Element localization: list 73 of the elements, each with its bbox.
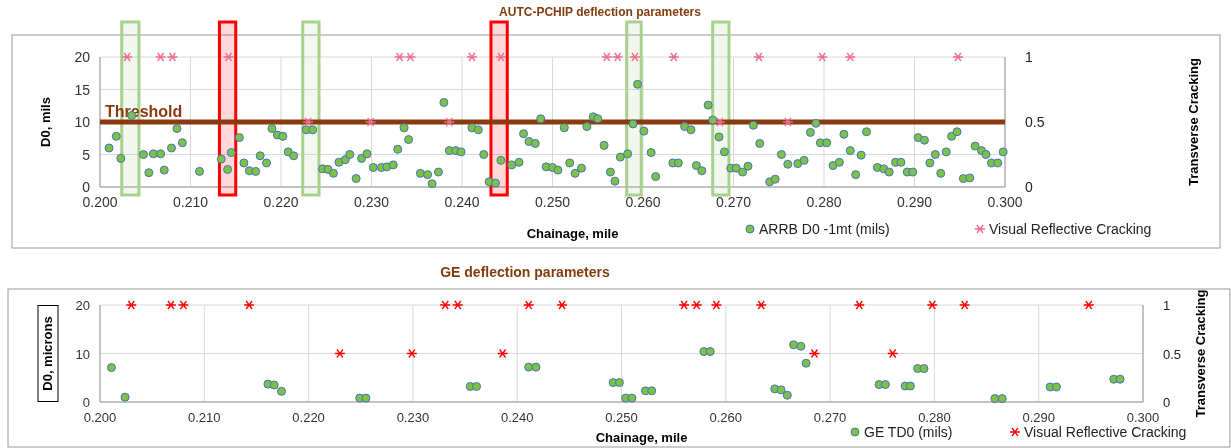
legend-label: GE TD0 (mils) (864, 424, 953, 440)
y-tick-label: 15 (74, 81, 91, 98)
x-tick-label: 0.260 (709, 410, 743, 425)
y-tick-label: 10 (75, 346, 90, 362)
legend-label: Visual Reflective Cracking (1024, 424, 1187, 440)
point (880, 380, 890, 390)
point (361, 393, 371, 403)
y2-axis-title: Transverse Cracking (1193, 289, 1208, 418)
y-axis-title: D0, microns (40, 316, 55, 391)
y-tick-label: 10 (74, 114, 91, 130)
y2-tick-label: 0.5 (1163, 346, 1182, 362)
x-tick-label: 0.240 (444, 194, 480, 210)
x-tick-label: 0.290 (896, 194, 933, 210)
point (614, 378, 624, 388)
point (269, 380, 279, 390)
point (647, 386, 657, 396)
x-tick-label: 0.250 (534, 194, 571, 210)
point (472, 381, 482, 391)
x-tick-label: 0.280 (806, 194, 842, 210)
point (524, 362, 534, 372)
y-tick-label: 5 (82, 146, 91, 163)
x-tick-label: 0.240 (500, 410, 534, 425)
point (705, 347, 715, 357)
x-axis-title: Chainage, mile (595, 430, 688, 445)
chart-title: GE deflection parameters (440, 264, 611, 280)
x-tick-label: 0.220 (292, 410, 325, 425)
point (905, 381, 915, 391)
point (801, 358, 811, 368)
point (782, 390, 792, 400)
point (990, 394, 1000, 404)
x-axis-title: Chainage, mile (526, 226, 619, 241)
x-tick-label: 0.200 (82, 194, 118, 210)
y-tick-label: 20 (74, 49, 91, 65)
ref-line-label: Threshold (105, 103, 183, 120)
point (789, 340, 799, 350)
point (627, 393, 637, 403)
x-tick-label: 0.230 (353, 194, 390, 210)
point (120, 392, 130, 402)
y-tick-label: 20 (75, 298, 90, 313)
y2-axis-title: Transverse Cracking (1186, 57, 1201, 186)
point (106, 363, 116, 373)
x-tick-label: 0.270 (813, 410, 847, 425)
point (531, 362, 541, 372)
y2-tick-label: 0 (1163, 395, 1171, 410)
point (1051, 382, 1061, 392)
x-tick-label: 0.210 (172, 194, 209, 210)
y-axis-title: D0, mils (38, 97, 53, 147)
y2-tick-label: 1 (1163, 298, 1171, 313)
point (919, 364, 929, 374)
x-tick-label: 0.200 (83, 410, 117, 425)
y2-tick-label: 0 (1025, 179, 1033, 195)
x-tick-label: 0.230 (396, 410, 430, 425)
y-tick-label: 0 (82, 179, 91, 195)
point (1115, 374, 1125, 384)
chart-title: AUTC-PCHIP deflection parameters (499, 5, 702, 19)
legend-label: Visual Reflective Cracking (989, 221, 1152, 237)
x-tick-label: 0.280 (918, 410, 951, 425)
y2-tick-label: 1 (1025, 49, 1033, 65)
legend-label: ARRB D0 -1mt (mils) (759, 221, 890, 237)
x-tick-label: 0.290 (1022, 410, 1055, 425)
point (796, 341, 806, 351)
y2-tick-label: 0.5 (1025, 114, 1045, 130)
x-tick-label: 0.300 (1126, 410, 1160, 425)
point (776, 385, 786, 395)
point (997, 394, 1007, 404)
x-tick-label: 0.270 (715, 194, 752, 210)
x-tick-label: 0.260 (625, 194, 661, 210)
y-tick-label: 0 (82, 395, 90, 410)
x-tick-label: 0.250 (605, 410, 638, 425)
x-tick-label: 0.300 (987, 194, 1023, 210)
x-tick-label: 0.210 (188, 410, 221, 425)
point (276, 386, 286, 396)
x-tick-label: 0.220 (263, 194, 299, 210)
